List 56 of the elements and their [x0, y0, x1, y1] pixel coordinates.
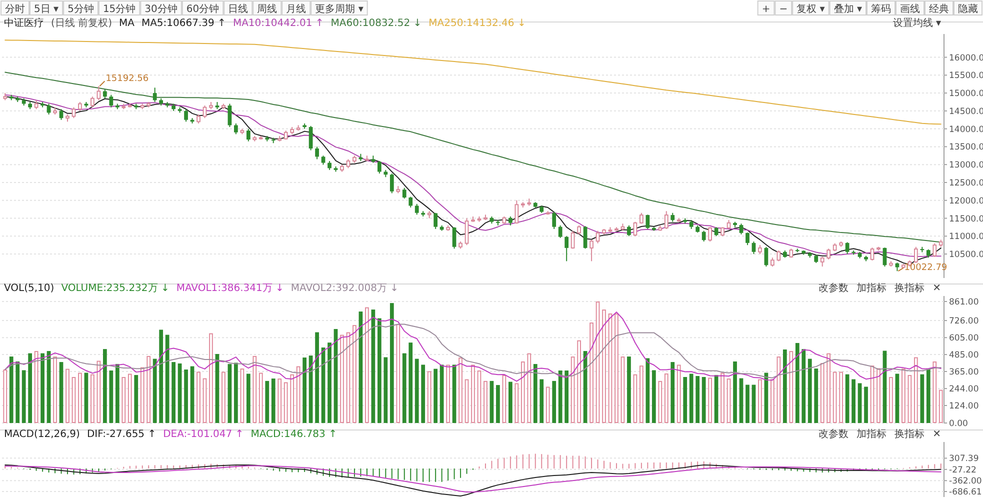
chart-title: 中证医疗: [4, 17, 44, 29]
y-tick-label: 0.00: [949, 419, 968, 429]
text: 日线: [228, 3, 248, 15]
text: 加指标: [856, 428, 887, 440]
text: 换指标: [894, 428, 925, 440]
text: 画线: [900, 3, 920, 15]
text: 5分钟: [68, 3, 94, 15]
text: 周线: [257, 3, 278, 15]
y-tick-label: 124.00: [949, 402, 979, 412]
text: MA10:10442.01 ↑: [232, 18, 324, 29]
text: 复权 ▾: [796, 3, 825, 15]
text: MACD:146.783 ↑: [250, 429, 337, 440]
text: 叠加 ▾: [834, 3, 862, 15]
chart-title: MACD(12,26,9): [4, 429, 80, 440]
legend-title: MA: [118, 18, 135, 29]
y-tick-label: 244.00: [949, 384, 979, 395]
text: MAVOL1:386.341万 ↓: [176, 283, 284, 294]
text: MA60:10832.52 ↓: [330, 18, 422, 29]
y-tick-label: -362.00: [949, 476, 982, 487]
text: DEA:-101.047 ↑: [163, 429, 244, 440]
text: VOLUME:235.232万 ↓: [61, 283, 170, 294]
text: 更多周期 ▾: [315, 3, 364, 15]
y-tick-label: -686.61: [949, 488, 982, 498]
text: −: [779, 4, 788, 15]
text: 换指标: [894, 282, 925, 294]
y-tick-label: 726.00: [949, 316, 979, 327]
text: MA5:10667.39 ↑: [141, 18, 226, 29]
annotation: 10022.79: [904, 263, 948, 274]
text: 经典: [929, 3, 949, 15]
text: 30分钟: [144, 3, 178, 15]
text: 月线: [286, 3, 306, 15]
text: 分时: [5, 3, 25, 15]
chart-subtitle: (日线 前复权): [51, 17, 112, 29]
text: ✕: [932, 429, 941, 440]
text: 加指标: [856, 282, 887, 294]
text: 60分钟: [186, 3, 220, 15]
y-tick-label: 365.00: [949, 367, 979, 378]
text: +: [762, 4, 770, 15]
text: 5日 ▾: [34, 4, 59, 15]
text: 改参数: [818, 282, 849, 294]
text: ✕: [932, 283, 941, 294]
y-tick-label: 485.00: [949, 350, 979, 361]
text: 改参数: [818, 428, 849, 440]
text: 设置均线 ▾: [892, 17, 941, 29]
text: DIF:-27.655 ↑: [86, 429, 156, 440]
y-tick-label: 307.39: [949, 454, 979, 464]
y-tick-label: 861.00: [949, 298, 979, 308]
text: 15分钟: [102, 3, 136, 15]
text: MA250:14132.46 ↓: [428, 18, 526, 29]
y-tick-label: 605.00: [949, 334, 979, 344]
text: 筹码: [871, 3, 891, 15]
annotation: 15192.56: [106, 74, 149, 84]
y-tick-label: -27.22: [949, 465, 976, 476]
text: 隐藏: [958, 3, 978, 15]
chart-title: VOL(5,10): [4, 283, 54, 294]
text: MAVOL2:392.008万 ↓: [290, 283, 398, 294]
